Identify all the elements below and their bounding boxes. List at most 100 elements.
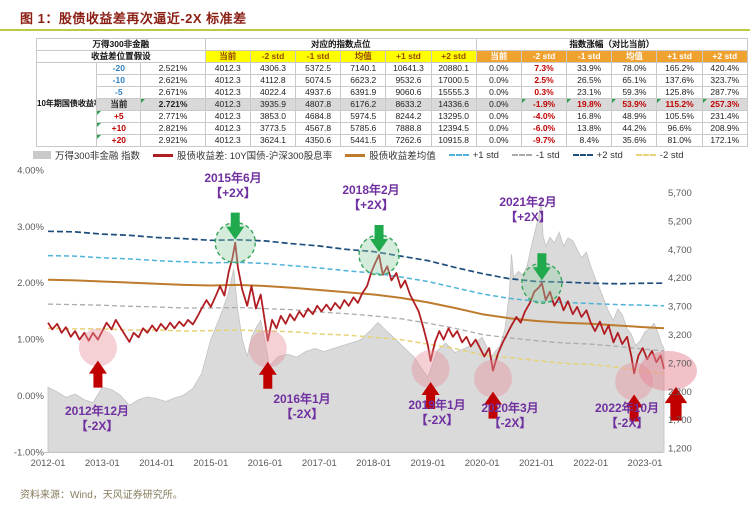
y-right-tick: 3,700 [668,302,692,313]
table-row: 当前 2.721% 4012.3 3935.9 4807.8 6176.2 8633.2 14… [37,98,749,111]
annotation-tag: 【+2X】 [210,186,256,200]
series-minus2 [47,327,665,375]
series-index-area [47,196,665,453]
legend-item: 万得300非金融 指数 [33,148,140,162]
table-cell: 12394.5 [430,122,477,135]
table-cell: -4.0% [520,110,568,123]
spread-chart: 4.00% 3.00% 2.00% 1.00% 0.00% -1.00% 5,700 5,20… [14,165,697,469]
annotation-label: 2012年12月 【-2X】 [65,404,129,434]
table-cell: 15555.3 [430,86,477,99]
table-cell: 当前 [96,98,142,111]
table-cell: 3935.9 [249,98,297,111]
table-cell: +2 std [701,50,749,63]
series-minus1 [47,303,665,352]
table-cell: 137.6% [656,74,703,87]
table-row: +20 2.921% 4012.3 3624.1 4350.6 5441.5 7262.6 1… [37,134,749,147]
table-cell: 323.7% [701,74,749,87]
table-cell: 5372.5 [295,62,342,75]
annotation-date: 2021年2月 [499,195,557,209]
legend-label: +2 std [596,149,623,161]
annotation-label: 2018年2月 【+2X】 [342,183,399,213]
table-cell: 2.621% [140,74,206,87]
table-row: +10 2.821% 4012.3 3773.5 4567.8 5785.6 7888.8 1… [37,122,749,135]
table-cell: 420.4% [701,62,749,75]
annotation-tag: 【-2X】 [280,407,324,421]
legend-label: 万得300非金融 指数 [55,151,140,162]
annotation-date: 2015年6月 [204,171,262,185]
x-tick: 2016-01 [248,458,283,469]
annotation-label: 2019年1月 【-2X】 [408,398,465,428]
annotation-date: 2019年1月 [408,398,466,412]
table-cell: 7262.6 [385,134,432,147]
table-cell: -6.0% [520,122,568,135]
table-cell: 17000.5 [430,74,477,87]
y-left-tick: 2.00% [17,278,44,289]
table-cell: 125.8% [656,86,703,99]
legend-swatch-icon [153,153,173,157]
legend-label: -1 std [535,149,560,161]
annotation-date: 2012年12月 [64,404,130,418]
table-cell: 4012.3 [204,62,251,75]
annotation-label: 2022年10月 【-2X】 [595,401,659,431]
table-header-row: 万得300非金融 对应的指数点位 指数涨幅（对比当前） [36,38,749,51]
table-cell: 5785.6 [340,122,387,135]
annotation-date: 2020年3月 [481,401,539,415]
table-cell: 7.3% [520,62,568,75]
legend-swatch-icon [635,154,656,156]
table-cell: 10915.8 [430,134,477,147]
y-left-tick: 0.00% [17,391,44,402]
table-row: +5 2.771% 4012.3 3853.0 4684.8 5974.5 8244.2 13… [37,110,749,123]
series-spread [47,241,665,375]
table-cell: 4012.3 [204,98,251,111]
table-cell: 4350.6 [295,134,342,147]
table-cell: 0.3% [520,86,568,99]
y-left-tick: 3.00% [17,222,44,233]
legend-label: 股债收益差均值 [369,151,436,162]
table-cell: 指数涨幅（对比当前） [475,38,749,51]
y-right-tick: 1,200 [668,444,692,455]
annotation-date: 2022年10月 [594,401,660,415]
table-cell: 96.6% [656,122,703,135]
x-tick: 2023-01 [628,458,663,469]
annotation-label: 2015年6月 【+2X】 [204,171,261,201]
table-subheader-row: 收益差位置假设 当前 -2 std -1 std 均值 +1 std +2 std 当前 -2 … [36,50,749,63]
table-cell: 10年期国债收益率假设（单位bp） [35,62,98,147]
table-cell: 23.1% [566,86,613,99]
legend-label: +1 std [472,149,499,161]
table-cell: 0.0% [475,122,522,135]
table-cell: 4012.3 [204,134,251,147]
legend-item: -2 std [635,149,684,161]
table-row: -5 2.671% 4012.3 4022.4 4937.6 6391.9 9060.6 15… [37,86,749,99]
table-cell: 均值 [340,50,387,63]
table-cell: 59.3% [611,86,658,99]
table-cell: +5 [96,110,142,123]
minus2x-touch-circle [248,329,287,368]
legend-swatch-icon [345,153,366,157]
y-right-tick: 4,700 [668,245,692,256]
annotation-tag: 【+2X】 [505,210,551,224]
x-tick: 2022-01 [573,458,608,469]
table-cell: 收益差位置假设 [36,50,206,63]
table-cell: 6176.2 [340,98,387,111]
y-right-tick: 1,700 [668,415,692,426]
source-note: 资料来源：Wind，天风证券研究所。 [20,490,183,501]
series-mean [47,278,665,330]
y-right-tick: 5,200 [668,216,692,227]
table-cell: -2 std [520,50,568,63]
annotation-tag: 【+2X】 [348,198,394,212]
table-cell: 8633.2 [385,98,432,111]
table-cell: -10 [96,74,142,87]
y-right-tick: 2,700 [668,358,692,369]
legend-swatch-icon [511,154,532,156]
legend-label: -2 std [659,149,684,161]
table-cell: 9060.6 [385,86,432,99]
figure-title: 图 1：股债收益差再次逼近-2X 标准差 [20,11,247,26]
y-left-tick: 1.00% [17,335,44,346]
table-cell: 2.921% [140,134,206,147]
table-cell: 6391.9 [340,86,387,99]
table-cell: 0.0% [475,74,522,87]
annotation-date: 2016年1月 [273,392,331,406]
legend-swatch-icon [572,154,593,156]
table-cell: 53.9% [611,98,658,111]
